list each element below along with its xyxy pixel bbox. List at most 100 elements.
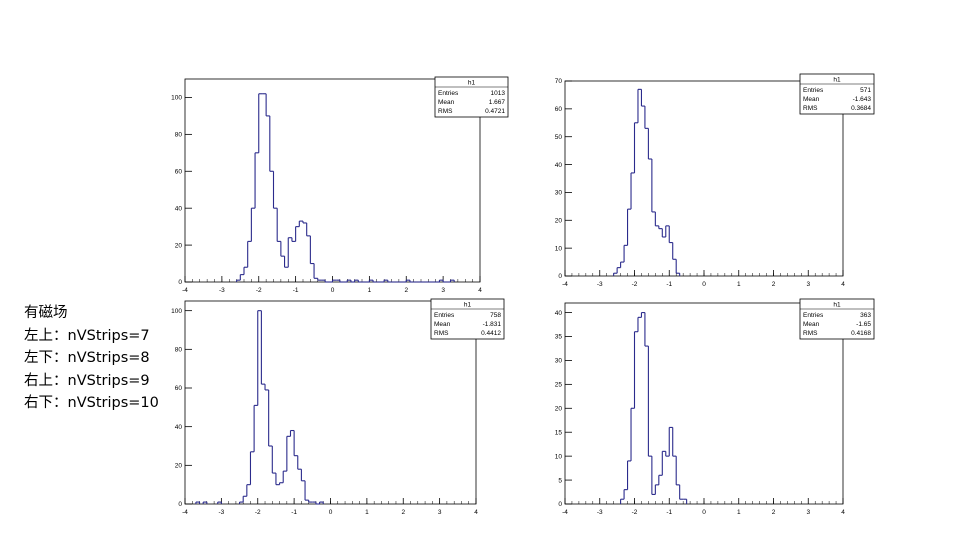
y-tick-label: 0 <box>558 273 562 280</box>
stats-entries-label: Entries <box>803 87 824 94</box>
caption-line: 右上：nVStrips=9 <box>24 372 150 389</box>
stats-box: h1 Entries 1013 Mean 1.667 RMS 0.4721 <box>434 76 509 118</box>
x-tick-label: -4 <box>562 281 568 288</box>
x-tick-label: -1 <box>666 281 672 288</box>
stats-entries-label: Entries <box>438 90 459 97</box>
stats-histogram-name: h1 <box>833 77 841 84</box>
x-tick-label: 4 <box>841 509 845 516</box>
x-tick-label: 3 <box>806 281 810 288</box>
stats-rms-value: 0.4412 <box>481 330 501 337</box>
x-tick-label: -1 <box>291 509 297 516</box>
stats-rms-value: 0.4721 <box>485 108 505 115</box>
x-tick-label: 3 <box>441 287 445 294</box>
x-tick-label: 3 <box>806 509 810 516</box>
y-tick-label: 40 <box>175 424 183 431</box>
stats-entries-value: 571 <box>860 87 871 94</box>
y-tick-label: 40 <box>175 205 183 212</box>
x-tick-label: 4 <box>478 287 482 294</box>
stats-mean-value: -1.831 <box>483 321 502 328</box>
stats-mean-value: 1.667 <box>489 99 506 106</box>
x-tick-label: -4 <box>182 509 188 516</box>
x-tick-label: 1 <box>737 281 741 288</box>
y-tick-label: 60 <box>555 106 563 113</box>
x-tick-label: 1 <box>365 509 369 516</box>
histogram-bins <box>236 93 455 283</box>
stats-box: h1 Entries 363 Mean -1.65 RMS 0.4168 <box>799 298 875 340</box>
stats-mean-label: Mean <box>434 321 451 328</box>
stats-rms-label: RMS <box>803 105 818 112</box>
y-tick-label: 60 <box>175 168 183 175</box>
y-tick-label: 35 <box>555 334 563 341</box>
stats-entries-value: 363 <box>860 312 871 319</box>
stats-rms-value: 0.4168 <box>851 330 871 337</box>
y-tick-label: 80 <box>175 347 183 354</box>
y-tick-label: 20 <box>175 463 183 470</box>
y-tick-label: 20 <box>555 217 563 224</box>
x-tick-label: 0 <box>329 509 333 516</box>
stats-mean-value: -1.643 <box>853 96 872 103</box>
x-tick-label: -2 <box>632 509 638 516</box>
caption-line: 左上：nVStrips=7 <box>24 327 150 344</box>
stats-entries-label: Entries <box>434 312 455 319</box>
x-tick-label: -3 <box>218 509 224 516</box>
stats-rms-label: RMS <box>438 108 453 115</box>
x-tick-label: 2 <box>772 281 776 288</box>
stats-histogram-name: h1 <box>468 80 476 87</box>
x-tick-label: -1 <box>293 287 299 294</box>
x-tick-label: -3 <box>597 281 603 288</box>
x-tick-label: -2 <box>255 509 261 516</box>
caption: 有磁场 左上：nVStrips=7 左下：nVStrips=8 右上：nVStr… <box>24 302 159 415</box>
y-tick-label: 100 <box>171 95 182 102</box>
x-tick-label: -4 <box>182 287 188 294</box>
x-tick-label: 0 <box>702 509 706 516</box>
histogram-bins <box>613 88 681 276</box>
y-tick-label: 40 <box>555 310 563 317</box>
caption-line: 有磁场 <box>24 305 68 321</box>
histogram-bins <box>195 310 324 505</box>
x-tick-label: -3 <box>597 509 603 516</box>
stats-box-frame <box>799 298 875 340</box>
stats-entries-label: Entries <box>803 312 824 319</box>
caption-line: 右下：nVStrips=10 <box>24 395 159 411</box>
stats-histogram-name: h1 <box>464 302 472 309</box>
stats-box-frame <box>430 298 505 340</box>
y-tick-label: 0 <box>558 501 562 508</box>
stats-rms-label: RMS <box>803 330 818 337</box>
stats-box-frame <box>799 73 875 115</box>
stats-box: h1 Entries 571 Mean -1.643 RMS 0.3684 <box>799 73 875 115</box>
x-tick-label: -2 <box>256 287 262 294</box>
stats-mean-label: Mean <box>803 96 820 103</box>
x-tick-label: 1 <box>368 287 372 294</box>
stats-mean-value: -1.65 <box>856 321 871 328</box>
x-tick-label: 3 <box>438 509 442 516</box>
x-tick-label: 2 <box>772 509 776 516</box>
x-tick-label: 0 <box>331 287 335 294</box>
x-tick-label: 0 <box>702 281 706 288</box>
x-tick-label: 2 <box>401 509 405 516</box>
y-tick-label: 5 <box>558 477 562 484</box>
x-tick-label: 1 <box>737 509 741 516</box>
y-tick-label: 0 <box>178 279 182 286</box>
y-tick-label: 30 <box>555 190 563 197</box>
y-tick-label: 0 <box>178 501 182 508</box>
y-tick-label: 10 <box>555 245 563 252</box>
y-tick-label: 70 <box>555 78 563 85</box>
y-tick-label: 50 <box>555 134 563 141</box>
stats-entries-value: 1013 <box>491 90 506 97</box>
stats-mean-label: Mean <box>803 321 820 328</box>
x-tick-label: 4 <box>841 281 845 288</box>
histogram-bins <box>620 312 688 504</box>
x-tick-label: -1 <box>666 509 672 516</box>
y-tick-label: 15 <box>555 429 563 436</box>
y-tick-label: 100 <box>171 308 182 315</box>
y-tick-label: 40 <box>555 162 563 169</box>
y-tick-label: 20 <box>555 405 563 412</box>
stats-rms-value: 0.3684 <box>851 105 871 112</box>
stats-mean-label: Mean <box>438 99 455 106</box>
y-tick-label: 20 <box>175 242 183 249</box>
x-tick-label: 2 <box>404 287 408 294</box>
